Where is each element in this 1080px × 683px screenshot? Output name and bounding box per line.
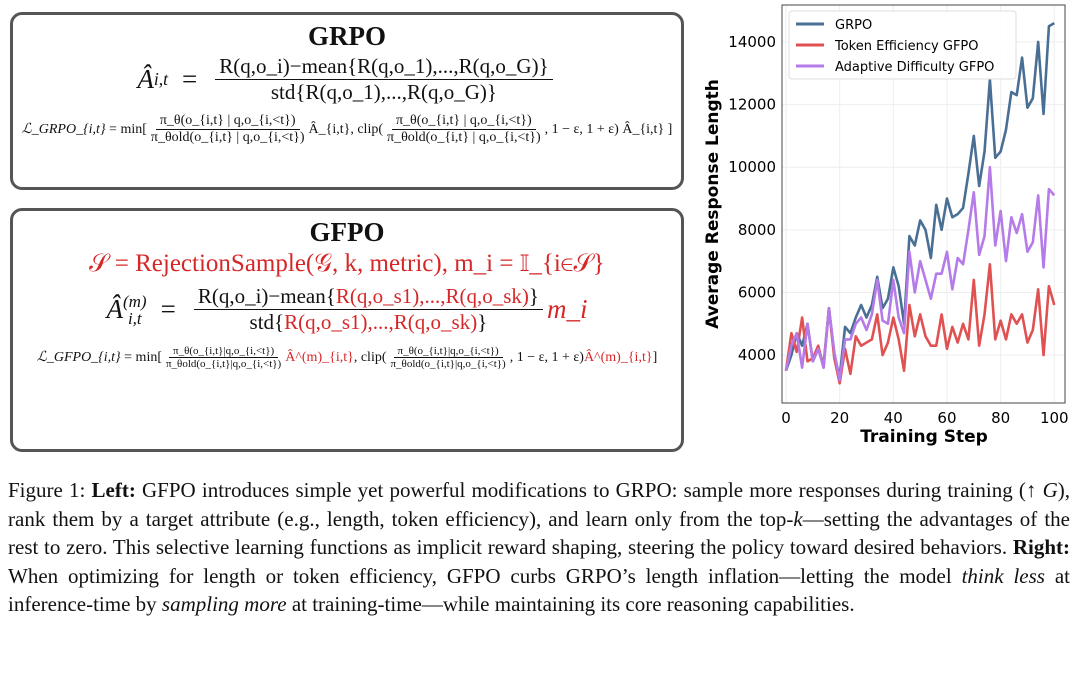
legend-label: Token Efficiency GFPO	[834, 39, 979, 54]
x-axis-label: Training Step	[860, 427, 988, 447]
y-axis-label: Average Response Length	[703, 79, 723, 329]
gfpo-title: GFPO	[309, 217, 385, 247]
gfpo-advantage-equation: Â (m) i,t = R(q,o_i)−mean{R(q,o_s1),...,R(…	[106, 284, 588, 334]
x-tick-label: 60	[937, 409, 956, 427]
response-length-chart: 0 20 40 60 80 100400060008000100001200014000 …	[703, 4, 1069, 447]
y-tick-label: 4000	[738, 346, 776, 364]
x-tick-label: 100	[1040, 409, 1069, 427]
y-tick-label: 8000	[738, 221, 776, 239]
y-tick-label: 12000	[728, 96, 776, 114]
grpo-loss-equation: ℒ_GRPO_{i,t} = min[ π_θ(o_{i,t} | q,o_{i…	[21, 113, 673, 145]
grpo-adv-numerator: R(q,o_i)−mean{R(q,o_1),...,R(q,o_G)}	[215, 54, 553, 80]
grpo-adv-denominator: std{R(q,o_1),...,R(q,o_G)}	[270, 80, 497, 104]
grpo-title: GRPO	[308, 21, 386, 51]
legend-label: GRPO	[835, 18, 872, 33]
y-tick-label: 10000	[728, 158, 776, 176]
x-tick-label: 20	[830, 409, 849, 427]
gfpo-loss-equation: ℒ_GFPO_{i,t} = min[ π_θ(o_{i,t}|q,o_{i,<…	[36, 345, 658, 370]
legend-label: Adaptive Difficulty GFPO	[835, 60, 994, 75]
gfpo-formula-box: GFPO 𝒮 = RejectionSample(𝒢, k, metric), …	[10, 208, 684, 452]
x-tick-label: 40	[884, 409, 903, 427]
chart-legend: GRPO Token Efficiency GFPO Adaptive Diffic…	[788, 10, 1017, 80]
rejection-sample-equation: 𝒮 = RejectionSample(𝒢, k, metric), m_i =…	[89, 250, 605, 277]
x-tick-label: 0	[781, 409, 791, 427]
figure-caption: Figure 1: Left: GFPO introduces simple y…	[8, 478, 1070, 616]
y-tick-label: 6000	[738, 283, 776, 301]
x-tick-label: 80	[991, 409, 1010, 427]
y-tick-label: 14000	[728, 33, 776, 51]
series-line-2	[784, 165, 1056, 382]
